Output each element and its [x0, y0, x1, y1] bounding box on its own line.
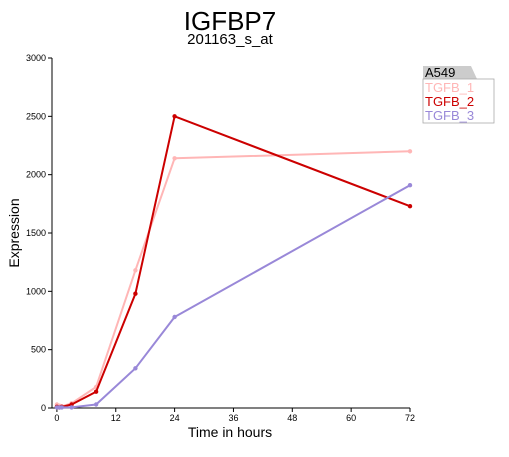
x-tick-label: 36 — [228, 413, 238, 423]
series-line-tgfb-2 — [56, 115, 411, 409]
chart-subtitle: 201163_s_at — [187, 31, 273, 48]
legend-box — [422, 78, 495, 124]
y-tick-label: 2000 — [26, 170, 46, 180]
data-point-tgfb-3 — [407, 183, 413, 188]
data-point-tgfb-2 — [133, 291, 138, 296]
legend-item-tgfb-2: TGFB_2 — [425, 94, 474, 109]
chart-title: IGFBP7 — [184, 6, 276, 36]
x-tick-label: 60 — [346, 413, 356, 423]
legend-item-tgfb-3: TGFB_3 — [425, 108, 474, 123]
plot-area — [54, 114, 413, 410]
series-tgfb-2 — [54, 114, 413, 410]
data-point-tgfb-3 — [59, 405, 64, 410]
x-ticks: 0 12 24 36 48 60 72 — [54, 408, 415, 423]
series-line-tgfb-1 — [56, 150, 411, 408]
data-point-tgfb-1 — [172, 156, 177, 161]
legend-title: A549 — [425, 65, 455, 80]
x-axis-label: Time in hours — [188, 424, 272, 440]
series-tgfb-3 — [54, 183, 413, 410]
data-point-tgfb-3 — [172, 314, 177, 320]
series-tgfb-1 — [54, 149, 413, 409]
y-tick-label: 1500 — [26, 228, 46, 238]
y-tick-label: 500 — [31, 345, 46, 355]
y-tick-label: 0 — [41, 403, 46, 413]
y-tick-label: 3000 — [26, 53, 46, 63]
x-tick-label: 48 — [287, 413, 297, 423]
x-tick-label: 0 — [54, 413, 59, 423]
y-tick-label: 2500 — [26, 111, 46, 121]
data-point-tgfb-2 — [93, 389, 99, 394]
y-ticks: 0 500 1000 1500 2000 2500 3000 — [26, 53, 52, 413]
series-line-tgfb-3 — [56, 184, 411, 409]
y-tick-label: 1000 — [26, 286, 46, 296]
y-axis-label: Expression — [6, 198, 22, 267]
x-tick-label: 24 — [170, 413, 180, 423]
x-tick-label: 72 — [405, 413, 415, 423]
data-point-tgfb-3 — [133, 366, 138, 371]
data-point-tgfb-3 — [93, 402, 99, 407]
data-point-tgfb-3 — [69, 405, 74, 410]
data-point-tgfb-1 — [407, 149, 413, 154]
data-point-tgfb-1 — [133, 268, 138, 273]
data-point-tgfb-2 — [407, 204, 413, 209]
legend-item-tgfb-1: TGFB_1 — [425, 80, 474, 95]
x-tick-label: 12 — [111, 413, 121, 423]
data-point-tgfb-2 — [172, 114, 177, 119]
legend-title-tab — [423, 66, 477, 79]
